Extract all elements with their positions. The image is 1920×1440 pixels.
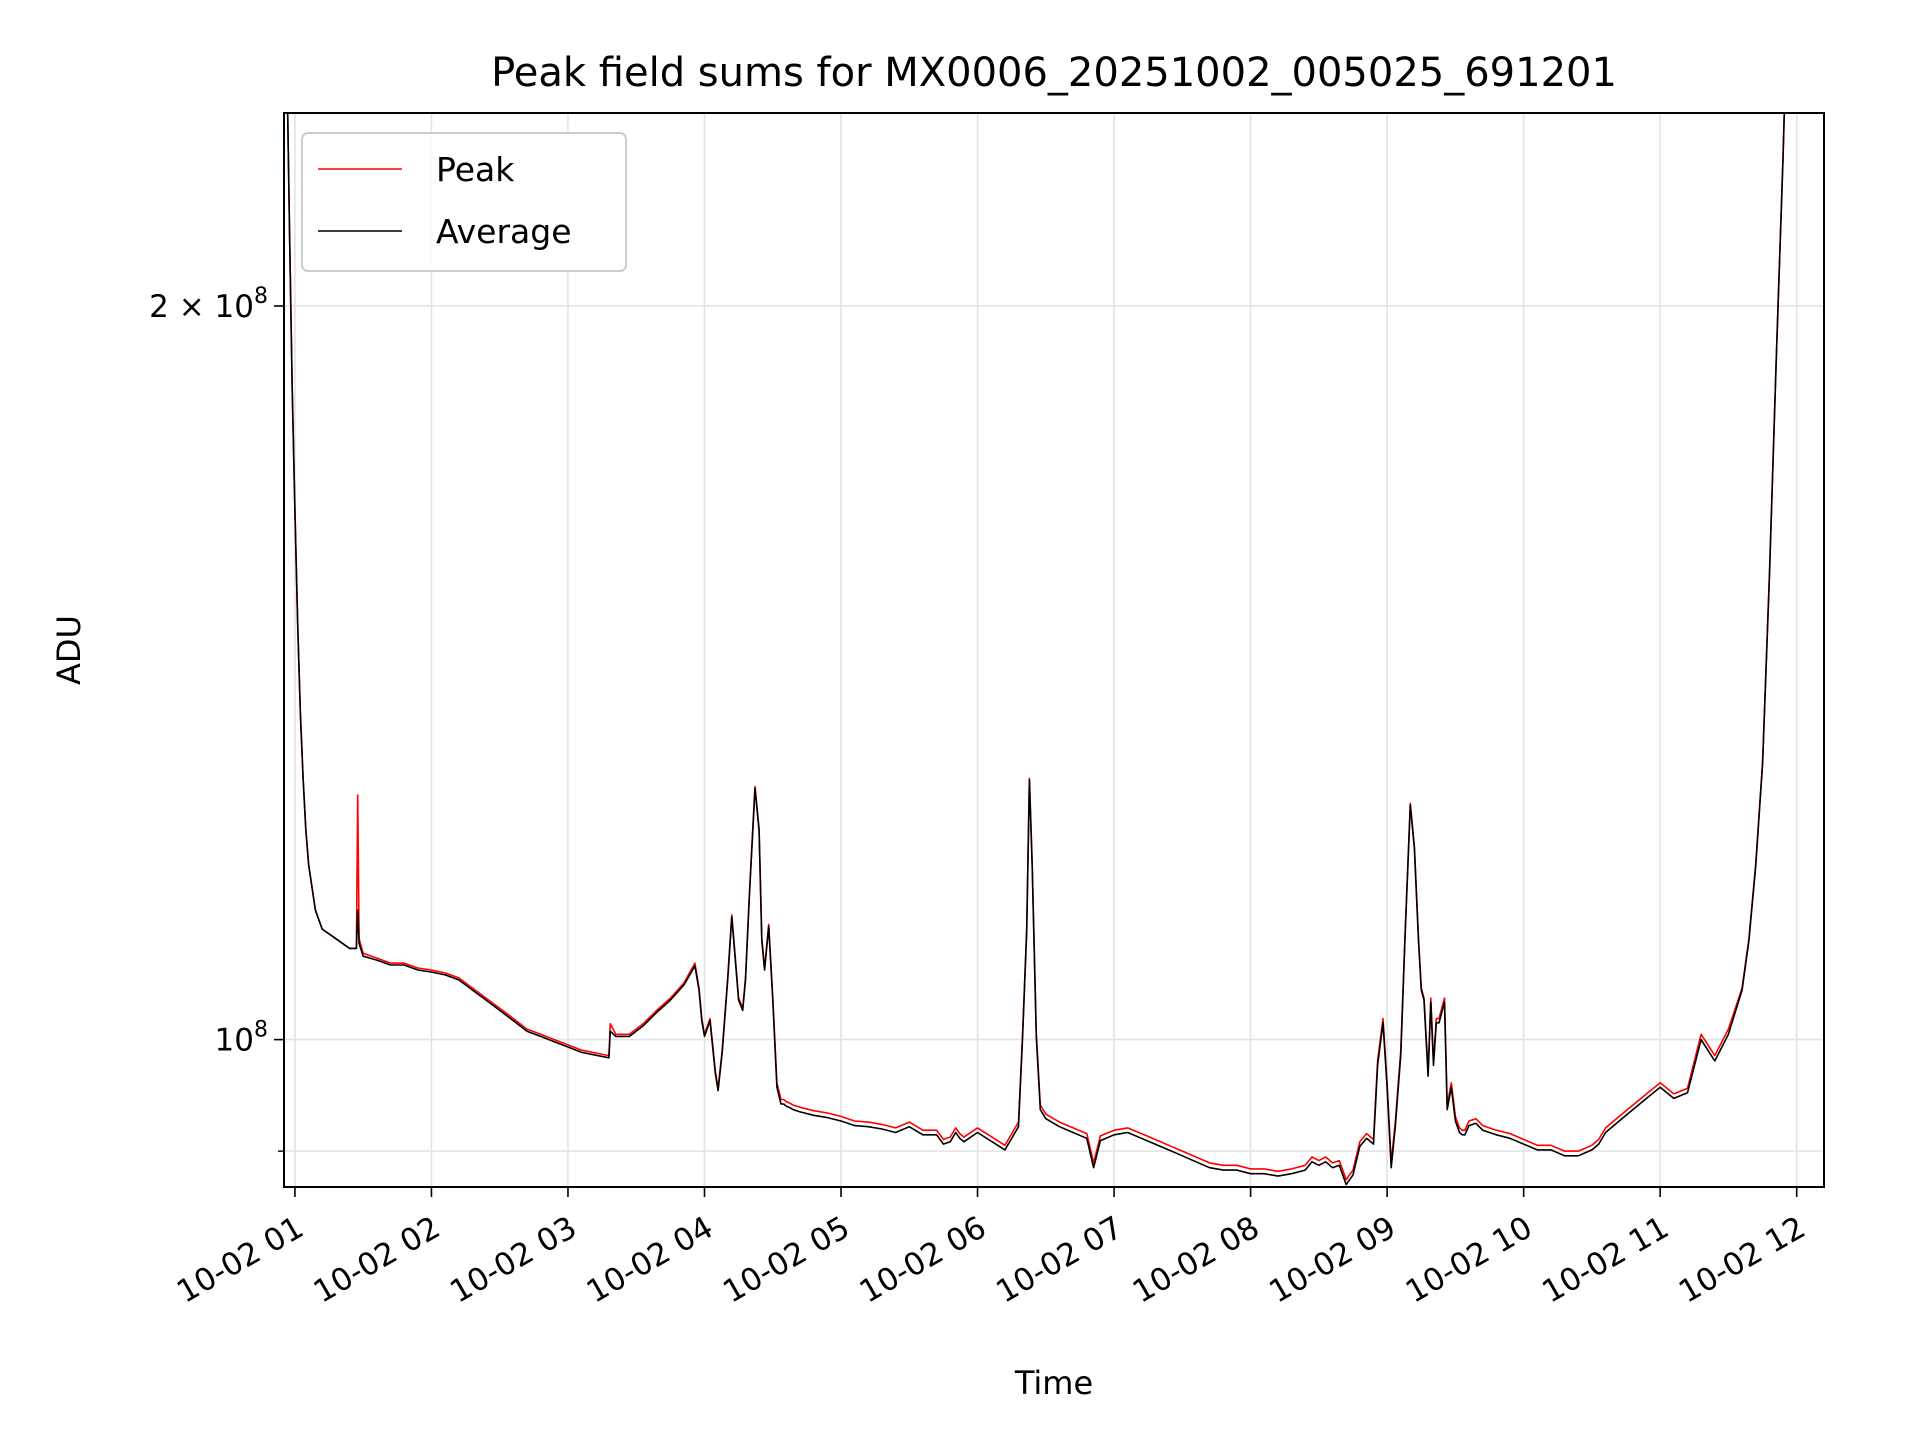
x-tick-label: 10-02 04 (581, 1210, 720, 1311)
x-tick-label: 10-02 09 (1263, 1210, 1402, 1311)
y-tick-label-mantissa: 10 (215, 1023, 254, 1059)
y-tick-label-exponent: 8 (254, 284, 268, 309)
y-tick-label: 108 (215, 1018, 268, 1059)
series-line-average (286, 113, 1786, 1186)
plot-frame (283, 112, 1825, 1188)
x-axis-title: Time (1014, 1364, 1093, 1402)
legend-box (301, 132, 627, 272)
x-tick-label: 10-02 03 (444, 1210, 583, 1311)
y-tick-label: 2 × 108 (149, 284, 268, 325)
y-axis-title: ADU (50, 615, 88, 685)
x-tick-label: 10-02 11 (1536, 1210, 1675, 1311)
x-tick-label: 10-02 10 (1400, 1210, 1539, 1311)
x-tick-label: 10-02 12 (1673, 1210, 1812, 1311)
x-tick-label: 10-02 02 (308, 1210, 447, 1311)
x-tick-label: 10-02 08 (1127, 1210, 1266, 1311)
legend-label-average: Average (436, 212, 572, 251)
x-tick-label: 10-02 06 (854, 1210, 993, 1311)
x-tick-label: 10-02 07 (990, 1210, 1129, 1311)
y-tick-label-exponent: 8 (254, 1018, 268, 1043)
legend-label-peak: Peak (436, 150, 515, 189)
x-tick-label: 10-02 01 (171, 1210, 310, 1311)
x-tick-label: 10-02 05 (717, 1210, 856, 1311)
grid (284, 113, 1824, 1187)
y-tick-label-mantissa: 2 × 10 (149, 289, 254, 325)
chart-title: Peak field sums for MX0006_20251002_0050… (491, 50, 1617, 96)
legend: Peak Average (301, 132, 627, 272)
